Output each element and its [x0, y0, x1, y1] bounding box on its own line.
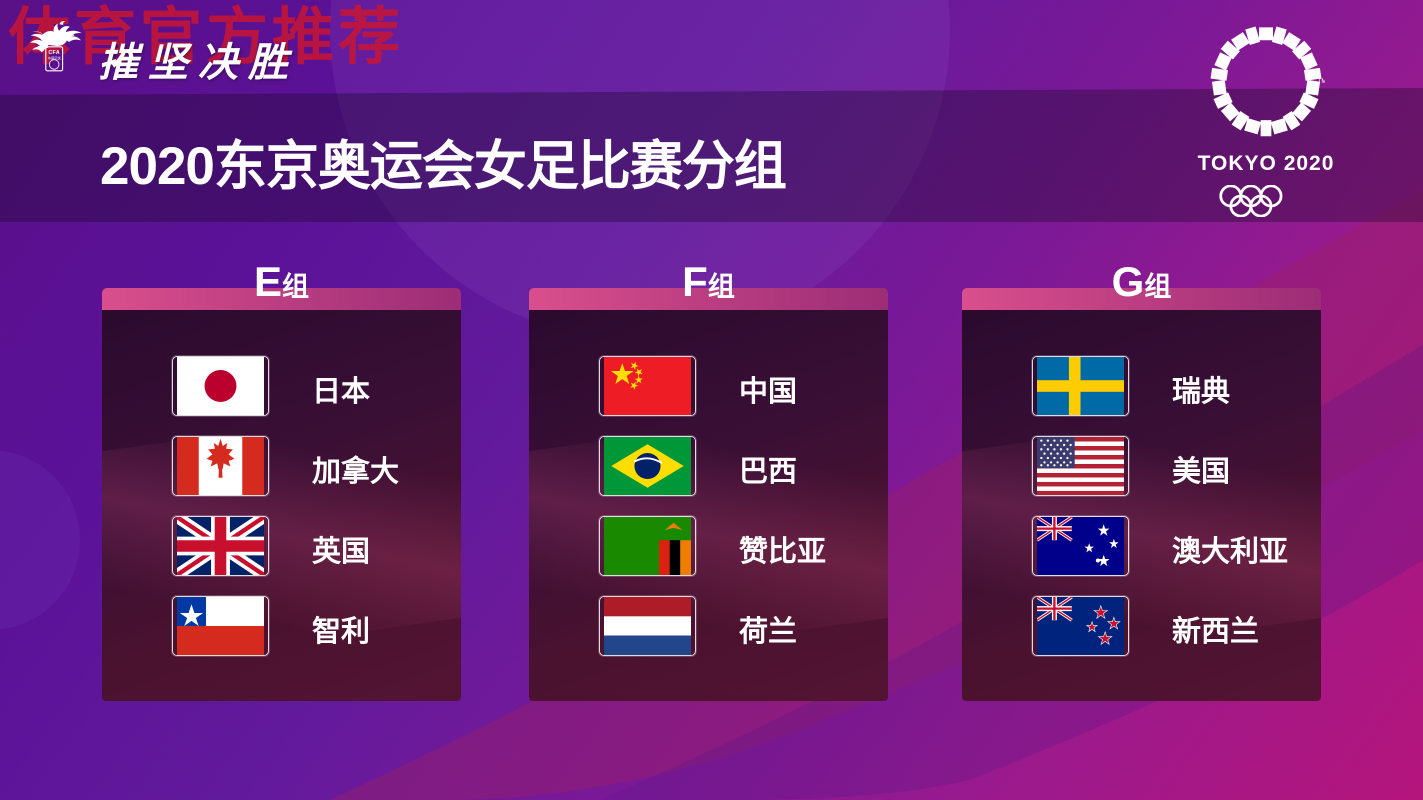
- svg-text:CFA: CFA: [48, 50, 60, 56]
- svg-text:TM: TM: [1317, 78, 1325, 85]
